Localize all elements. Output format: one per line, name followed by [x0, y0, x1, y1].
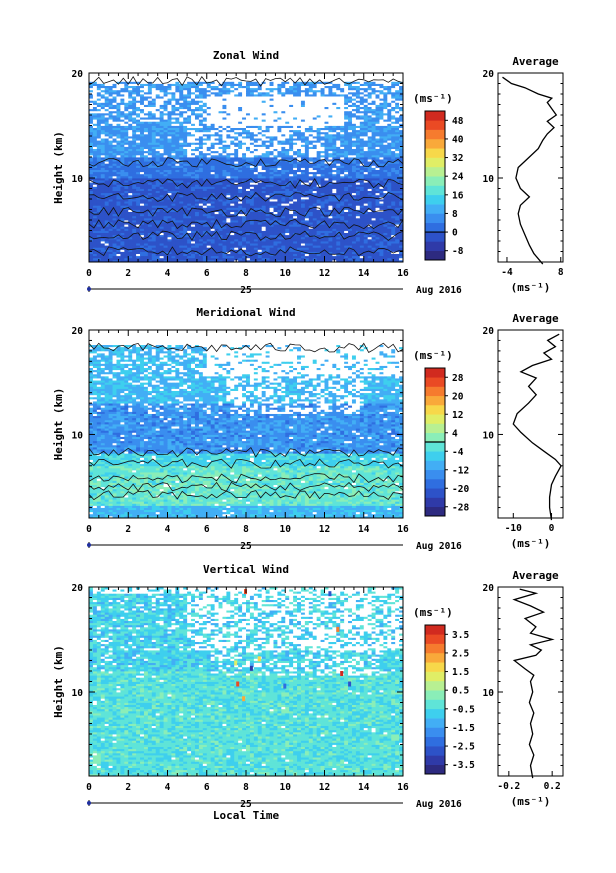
panel-title: Zonal Wind [213, 49, 279, 62]
